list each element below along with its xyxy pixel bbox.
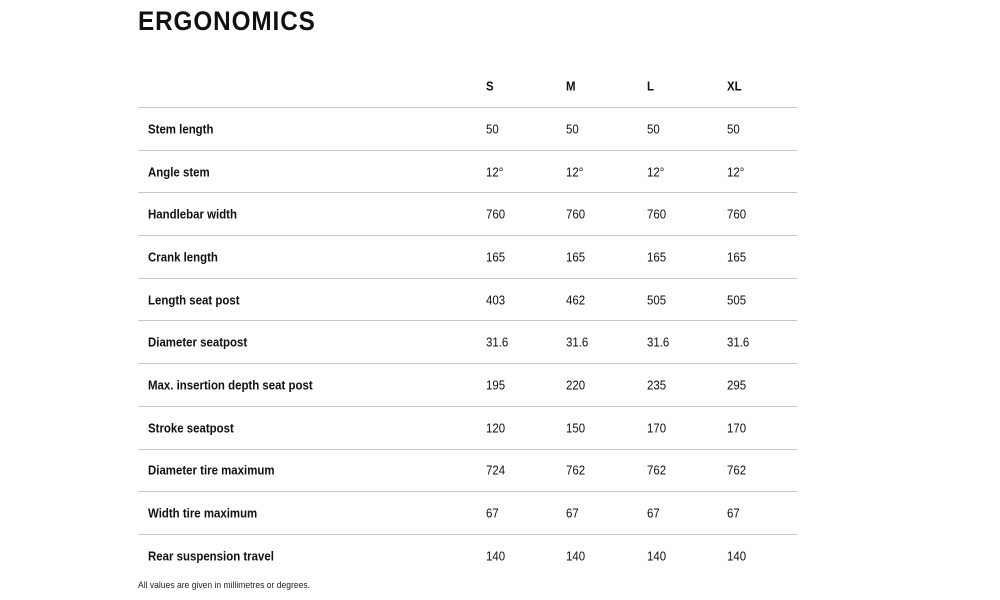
table-cell: 760 <box>566 206 586 222</box>
row-label: Stem length <box>148 121 214 137</box>
table-cell: 140 <box>647 548 667 564</box>
table-cell: 31.6 <box>566 334 589 350</box>
table-cell: 403 <box>486 292 506 308</box>
row-label: Diameter tire maximum <box>148 462 275 478</box>
table-row: Stem length 50 50 50 50 <box>138 108 797 151</box>
row-label: Crank length <box>148 249 218 265</box>
table-cell: 505 <box>727 292 747 308</box>
table-cell: 760 <box>647 206 667 222</box>
table-cell: 67 <box>486 505 499 521</box>
table-cell: 195 <box>486 377 506 393</box>
table-cell: 295 <box>727 377 747 393</box>
table-row: Handlebar width 760 760 760 760 <box>138 193 797 237</box>
table-cell: 31.6 <box>486 334 509 350</box>
column-header: S <box>486 78 494 93</box>
table-cell: 120 <box>486 420 506 436</box>
table-cell: 50 <box>486 121 499 137</box>
row-label: Width tire maximum <box>148 505 258 521</box>
table-row: Length seat post 403 462 505 505 <box>138 279 797 322</box>
table-cell: 220 <box>566 377 586 393</box>
table-cell: 67 <box>566 505 579 521</box>
ergonomics-table: S M L XL Stem length 50 50 50 50 Angle stem 12… <box>138 64 797 577</box>
table-cell: 724 <box>486 462 506 478</box>
table-cell: 505 <box>647 292 667 308</box>
footnote: All values are given in millimetres or d… <box>138 580 311 591</box>
row-label: Max. insertion depth seat post <box>148 377 313 393</box>
table-cell: 760 <box>486 206 506 222</box>
table-row: Width tire maximum 67 67 67 67 <box>138 492 797 535</box>
table-cell: 12° <box>727 164 745 180</box>
table-cell: 165 <box>486 249 506 265</box>
row-label: Stroke seatpost <box>148 420 234 436</box>
table-cell: 140 <box>566 548 586 564</box>
table-cell: 140 <box>486 548 506 564</box>
table-cell: 170 <box>727 420 747 436</box>
table-row: Rear suspension travel 140 140 140 140 <box>138 535 797 577</box>
table-row: Diameter seatpost 31.6 31.6 31.6 31.6 <box>138 321 797 365</box>
table-row: Max. insertion depth seat post 195 220 235 2… <box>138 364 797 407</box>
table-cell: 12° <box>486 164 504 180</box>
row-label: Angle stem <box>148 164 210 180</box>
table-cell: 462 <box>566 292 586 308</box>
table-cell: 67 <box>727 505 740 521</box>
table-cell: 12° <box>647 164 665 180</box>
table-cell: 760 <box>727 206 747 222</box>
table-cell: 170 <box>647 420 667 436</box>
table-cell: 165 <box>727 249 747 265</box>
table-cell: 12° <box>566 164 584 180</box>
row-label: Length seat post <box>148 292 240 308</box>
table-row: Stroke seatpost 120 150 170 170 <box>138 407 797 450</box>
column-header: L <box>647 78 654 93</box>
table-cell: 50 <box>647 121 660 137</box>
table-cell: 762 <box>647 462 667 478</box>
row-label: Handlebar width <box>148 206 237 222</box>
table-cell: 31.6 <box>727 334 750 350</box>
row-label: Rear suspension travel <box>148 548 274 564</box>
table-row: Crank length 165 165 165 165 <box>138 236 797 279</box>
table-cell: 762 <box>566 462 586 478</box>
table-cell: 31.6 <box>647 334 670 350</box>
table-cell: 50 <box>566 121 579 137</box>
table-cell: 235 <box>647 377 667 393</box>
table-cell: 165 <box>566 249 586 265</box>
table-cell: 67 <box>647 505 660 521</box>
column-header: XL <box>727 78 742 93</box>
table-header: S M L XL <box>138 64 797 108</box>
table-cell: 50 <box>727 121 740 137</box>
column-header: M <box>566 78 576 93</box>
page-title: ERGONOMICS <box>138 6 316 36</box>
row-label: Diameter seatpost <box>148 334 248 350</box>
table-row: Diameter tire maximum 724 762 762 762 <box>138 450 797 493</box>
table-cell: 762 <box>727 462 747 478</box>
table-cell: 165 <box>647 249 667 265</box>
table-row: Angle stem 12° 12° 12° 12° <box>138 151 797 194</box>
table-cell: 150 <box>566 420 586 436</box>
table-cell: 140 <box>727 548 747 564</box>
